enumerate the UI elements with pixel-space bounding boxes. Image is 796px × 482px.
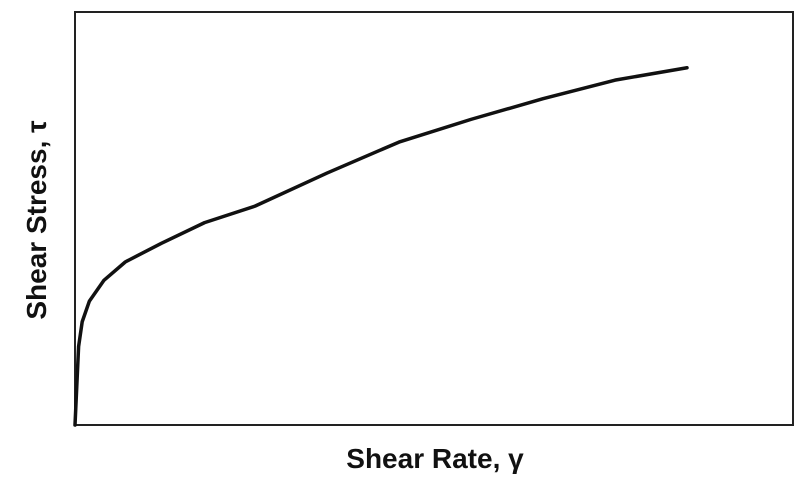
plot-frame: [74, 11, 794, 426]
x-axis-label: Shear Rate, γ: [346, 443, 524, 474]
y-axis-label: Shear Stress, τ: [21, 120, 52, 320]
curve: [73, 66, 689, 427]
